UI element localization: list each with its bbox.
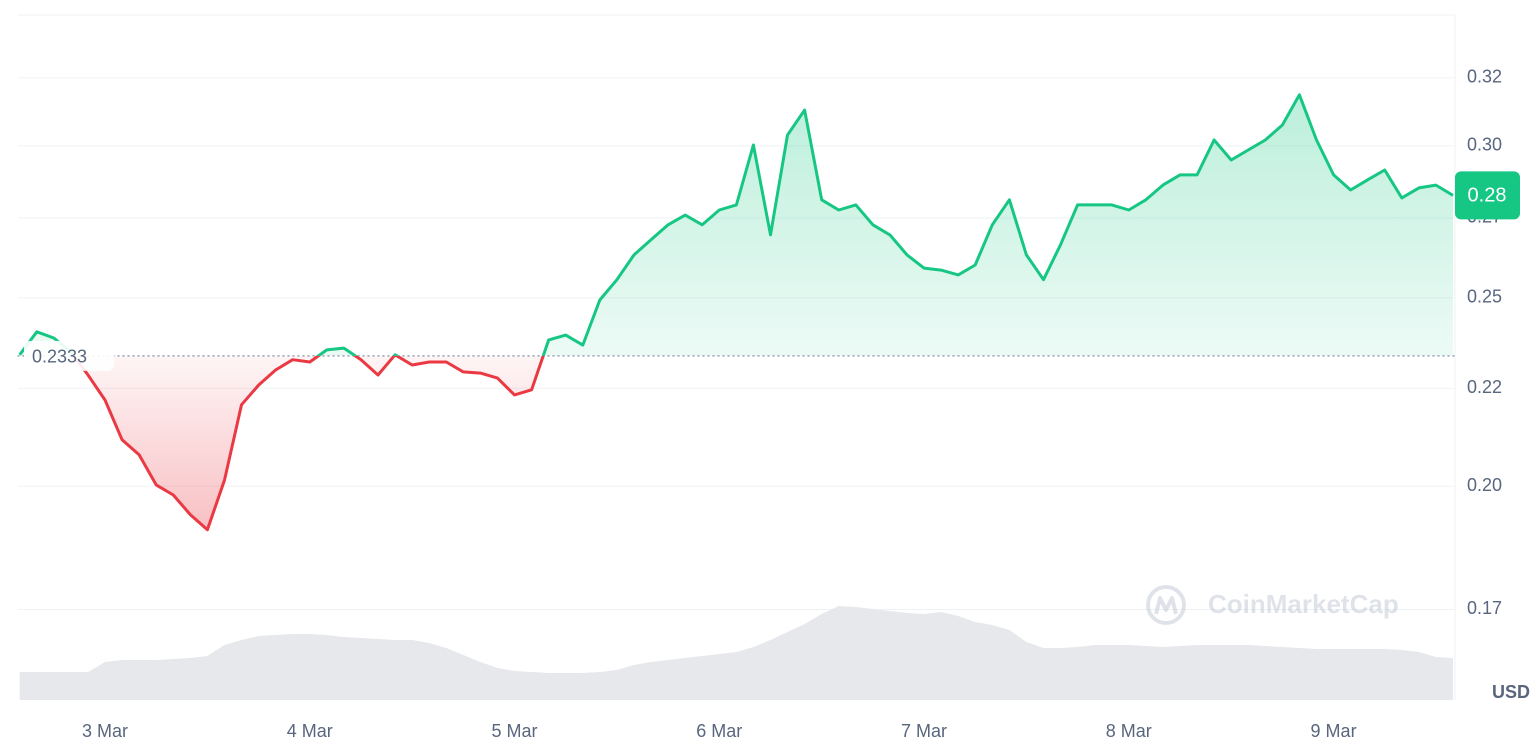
x-tick-label: 4 Mar [287,721,333,741]
y-tick-label: 0.17 [1467,598,1502,618]
y-tick-label: 0.22 [1467,377,1502,397]
x-tick-label: 6 Mar [696,721,742,741]
price-line-up [18,93,1454,356]
area-up [19,94,1453,356]
logo-mark [1154,596,1178,615]
baseline-label-bg [24,340,114,371]
x-tick-label: 3 Mar [82,721,128,741]
price-line-down [72,355,545,532]
price-badge-text: 0.28 [1468,185,1507,207]
baseline-label: 0.2333 [32,347,87,367]
price-badge [1455,171,1520,220]
x-tick-label: 7 Mar [901,721,947,741]
area-down [19,355,1453,530]
watermark-text: CoinMarketCap [1208,589,1399,619]
y-tick-label: 0.20 [1467,475,1502,495]
currency: USD [1492,682,1530,702]
volume-area [19,606,1454,700]
x-tick-label: 8 Mar [1106,721,1152,741]
logo [1146,585,1186,625]
watermark: CoinMarketCap [1146,585,1399,625]
y-tick-label: 0.25 [1467,287,1502,307]
x-tick-label: 9 Mar [1311,721,1357,741]
y-tick-label: 0.32 [1467,67,1502,87]
x-tick-label: 5 Mar [492,721,538,741]
y-tick-label: 0.30 [1467,135,1502,155]
